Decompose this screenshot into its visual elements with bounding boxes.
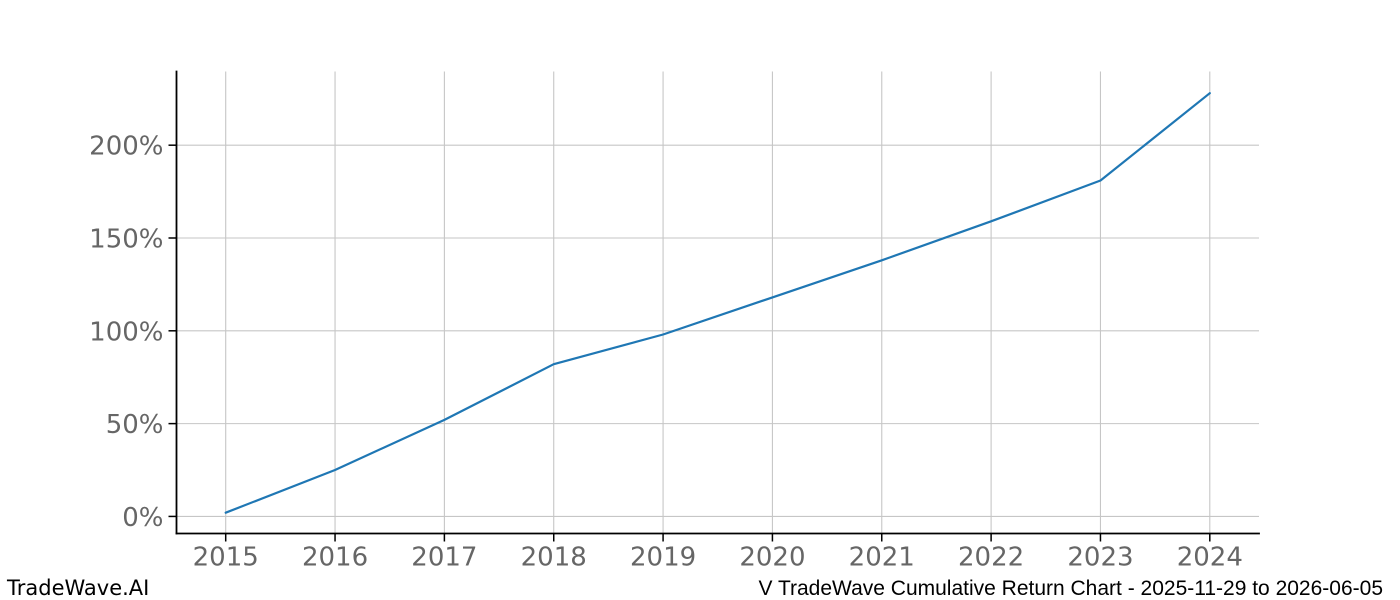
y-tick-label: 50% [106,410,164,440]
series-layer [224,92,1211,514]
chart-caption: V TradeWave Cumulative Return Chart - 20… [758,577,1384,600]
x-tick-label: 2024 [1177,543,1243,573]
grid-layer [176,71,1259,534]
x-tick-label: 2022 [958,543,1024,573]
x-tick-label: 2017 [411,543,477,573]
y-tick-label: 100% [89,317,163,347]
x-tick-label: 2015 [193,543,259,573]
y-tick-label: 150% [89,224,163,254]
return-line [224,92,1211,514]
tick-label-layer: 2015 2016 2017 2018 2019 2020 2021 2022 2023 2024… [89,132,1243,573]
x-tick-label: 2018 [521,543,587,573]
x-tick-label: 2020 [739,543,805,573]
x-tick-label: 2016 [302,543,368,573]
tick-layer [168,144,1211,542]
spine-layer [175,70,1260,535]
brand-watermark: TradeWave.AI [7,576,150,600]
x-tick-label: 2019 [630,543,696,573]
x-tick-label: 2021 [849,543,915,573]
x-tick-label: 2023 [1067,543,1133,573]
y-tick-label: 200% [89,132,163,162]
y-tick-label: 0% [122,503,163,533]
